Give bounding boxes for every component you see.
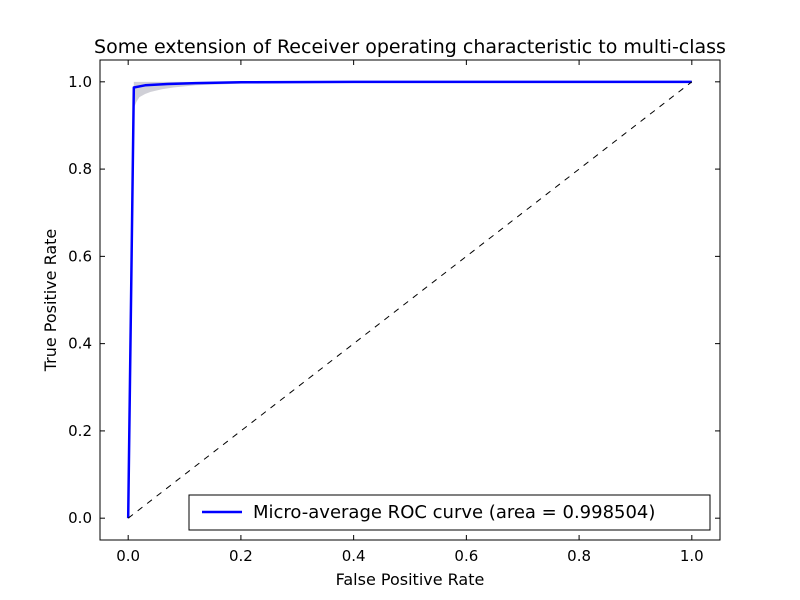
y-tick-label: 0.0 bbox=[68, 509, 92, 527]
y-axis-label: True Positive Rate bbox=[41, 229, 60, 373]
legend-label-micro-average: Micro-average ROC curve (area = 0.998504… bbox=[253, 502, 655, 523]
legend-box bbox=[188, 494, 711, 531]
x-tick-label: 1.0 bbox=[680, 547, 704, 565]
chart-title: Some extension of Receiver operating cha… bbox=[94, 36, 726, 58]
y-tick-label: 0.8 bbox=[68, 160, 92, 178]
x-tick-label: 0.2 bbox=[229, 547, 253, 565]
x-axis-label: False Positive Rate bbox=[336, 570, 485, 589]
y-tick-label: 1.0 bbox=[68, 73, 92, 91]
confidence-band bbox=[133, 81, 692, 108]
roc-curve-line bbox=[126, 80, 692, 519]
y-tick-label: 0.4 bbox=[68, 335, 92, 353]
y-tick-label: 0.2 bbox=[68, 422, 92, 440]
x-tick-label: 0.4 bbox=[342, 547, 366, 565]
x-tick-label: 0.6 bbox=[454, 547, 478, 565]
chance-diagonal-line bbox=[127, 81, 693, 519]
plot-frame bbox=[99, 59, 721, 541]
legend: Micro-average ROC curve (area = 0.998504… bbox=[188, 494, 711, 531]
x-tick-label: 0.0 bbox=[116, 547, 140, 565]
x-tick-label: 0.8 bbox=[567, 547, 591, 565]
y-tick-label: 0.6 bbox=[68, 247, 92, 265]
